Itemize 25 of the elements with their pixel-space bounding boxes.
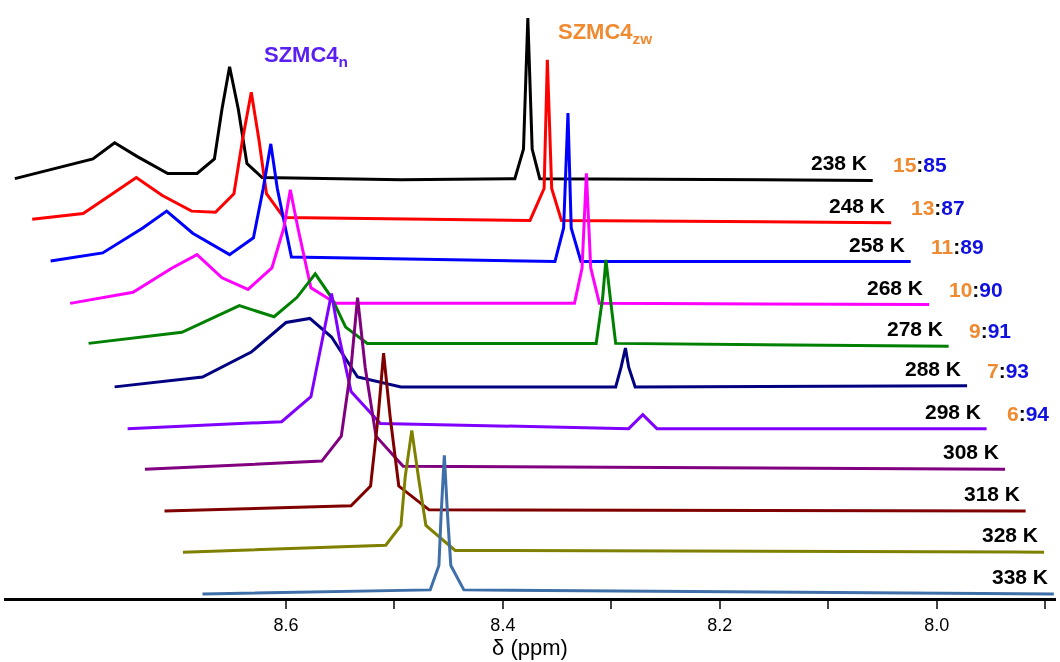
series-label: 308 K bbox=[943, 440, 1000, 463]
series-label: 268 K bbox=[867, 276, 924, 299]
series-label: 278 K bbox=[887, 317, 944, 340]
x-tick-label: 8.6 bbox=[273, 614, 299, 635]
x-tick-label: 8.4 bbox=[490, 614, 516, 635]
series-label: 298 K bbox=[925, 400, 982, 423]
annotation: SZMC4$_{n}$ bbox=[264, 42, 348, 70]
annotation: SZMC4$_{zw}$ bbox=[558, 19, 653, 47]
annotation: 9:91 bbox=[969, 319, 1012, 342]
annotation: 7:93 bbox=[987, 359, 1030, 382]
series-label: 288 K bbox=[905, 357, 962, 380]
annotation: 11:89 bbox=[931, 235, 984, 258]
annotation: 10:90 bbox=[949, 278, 1003, 301]
series-label: 318 K bbox=[964, 482, 1021, 505]
annotation: 13:87 bbox=[911, 196, 965, 219]
series-label: 238 K bbox=[811, 151, 868, 174]
series-label: 328 K bbox=[982, 523, 1039, 546]
series-label: 338 K bbox=[992, 565, 1049, 588]
annotation: 6:94 bbox=[1007, 402, 1050, 425]
series-label: 258 K bbox=[849, 233, 906, 256]
annotation: 15:85 bbox=[893, 153, 948, 176]
x-axis-title: δ (ppm) bbox=[492, 634, 568, 660]
x-tick-label: 8.2 bbox=[707, 614, 733, 635]
x-tick-label: 8.0 bbox=[924, 614, 950, 635]
series-label: 248 K bbox=[829, 194, 886, 217]
